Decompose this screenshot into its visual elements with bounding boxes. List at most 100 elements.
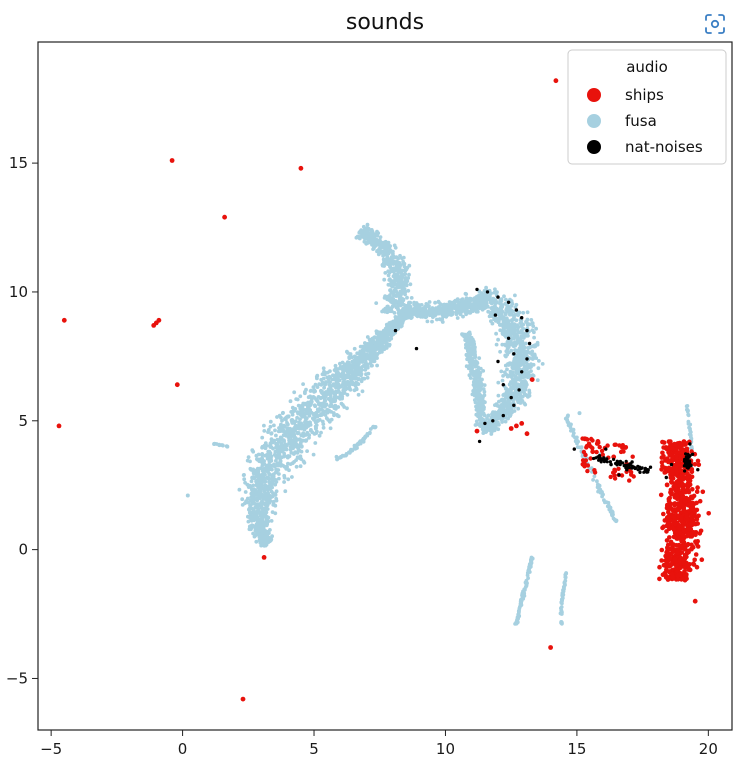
fusa-point xyxy=(252,510,256,515)
nat-noises-point xyxy=(648,465,653,469)
fusa-point xyxy=(443,303,448,308)
fusa-point xyxy=(408,311,413,316)
fusa-point xyxy=(375,336,379,341)
fusa-point xyxy=(461,314,465,319)
fusa-point xyxy=(386,244,390,249)
ships-point xyxy=(688,522,693,527)
fusa-point xyxy=(356,441,360,446)
nat-noises-point xyxy=(501,383,505,387)
fusa-point xyxy=(288,433,293,438)
fusa-point xyxy=(249,527,253,532)
fusa-point xyxy=(282,473,287,478)
fusa-point xyxy=(269,431,274,436)
ships-point xyxy=(592,470,598,475)
ships-point xyxy=(669,542,675,547)
fusa-point xyxy=(363,357,368,362)
fusa-point xyxy=(321,376,326,381)
fusa-point xyxy=(460,305,464,310)
fusa-point xyxy=(390,300,395,305)
fusa-point xyxy=(367,344,372,349)
ships-point xyxy=(659,460,665,465)
fusa-point xyxy=(427,300,432,304)
fusa-point xyxy=(317,382,322,386)
fusa-point xyxy=(349,380,354,385)
fusa-point xyxy=(260,526,265,531)
fusa-point xyxy=(382,277,387,282)
fusa-point xyxy=(540,362,545,366)
fusa-point xyxy=(345,406,349,411)
fusa-point xyxy=(483,300,488,304)
fusa-point xyxy=(290,438,294,443)
ships-point xyxy=(689,546,694,552)
fusa-point xyxy=(513,341,517,346)
fusa-point xyxy=(385,255,390,259)
fusa-point xyxy=(389,336,394,341)
ships-point xyxy=(677,523,682,528)
ships-point xyxy=(687,498,692,503)
fusa-point xyxy=(591,478,595,482)
fusa-point xyxy=(378,334,383,339)
fusa-point xyxy=(468,376,473,380)
nat-noises-point xyxy=(638,467,642,471)
fusa-point xyxy=(376,252,381,257)
fusa-point xyxy=(243,501,247,506)
fusa-point xyxy=(371,236,376,241)
fusa-point xyxy=(513,312,518,317)
fusa-point xyxy=(501,374,505,378)
ships-point xyxy=(665,502,670,508)
fusa-point xyxy=(308,420,312,425)
fusa-point xyxy=(402,287,407,291)
fusa-point xyxy=(254,539,259,544)
fusa-point xyxy=(407,272,411,277)
ships-point xyxy=(169,158,175,163)
fusa-point xyxy=(317,433,322,438)
nat-noises-point xyxy=(491,419,495,423)
nat-noises-point xyxy=(638,470,642,474)
fusa-point xyxy=(360,365,364,369)
fusa-point xyxy=(503,322,508,327)
nat-noises-point xyxy=(517,388,521,392)
fusa-point xyxy=(268,419,273,424)
ships-point xyxy=(474,428,480,434)
fusa-point xyxy=(334,381,339,385)
fusa-point xyxy=(522,372,527,377)
fusa-point xyxy=(424,310,429,315)
fusa-point xyxy=(313,424,318,429)
fusa-point xyxy=(475,297,479,302)
nat-noises-point xyxy=(617,473,621,477)
nat-noises-point xyxy=(696,468,700,472)
fusa-point xyxy=(394,294,399,298)
fusa-point xyxy=(476,409,481,414)
fusa-point xyxy=(328,426,333,431)
fusa-point xyxy=(367,354,372,359)
ships-point xyxy=(665,542,671,548)
fusa-point xyxy=(359,357,364,362)
fusa-point xyxy=(503,392,508,397)
ships-point xyxy=(580,436,585,441)
fusa-point xyxy=(260,453,264,457)
fusa-point xyxy=(282,438,286,443)
fusa-point xyxy=(264,486,268,491)
fusa-point xyxy=(296,403,301,408)
fusa-point xyxy=(560,620,564,625)
fusa-point xyxy=(348,370,353,374)
fusa-point xyxy=(265,476,270,481)
fusa-point xyxy=(313,415,317,420)
fusa-point xyxy=(373,351,378,356)
fusa-point xyxy=(480,408,485,412)
fusa-point xyxy=(562,581,567,586)
fusa-point xyxy=(595,479,599,484)
scan-button[interactable] xyxy=(700,9,730,39)
ships-point xyxy=(657,576,662,582)
fusa-point xyxy=(320,404,325,409)
fusa-point xyxy=(255,528,260,533)
fusa-point xyxy=(338,361,342,366)
ships-point xyxy=(670,476,676,481)
ships-point xyxy=(669,571,675,577)
fusa-point xyxy=(406,288,411,293)
fusa-point xyxy=(384,343,389,348)
fusa-point xyxy=(264,505,268,510)
fusa-point xyxy=(316,408,321,413)
fusa-point xyxy=(519,344,524,349)
